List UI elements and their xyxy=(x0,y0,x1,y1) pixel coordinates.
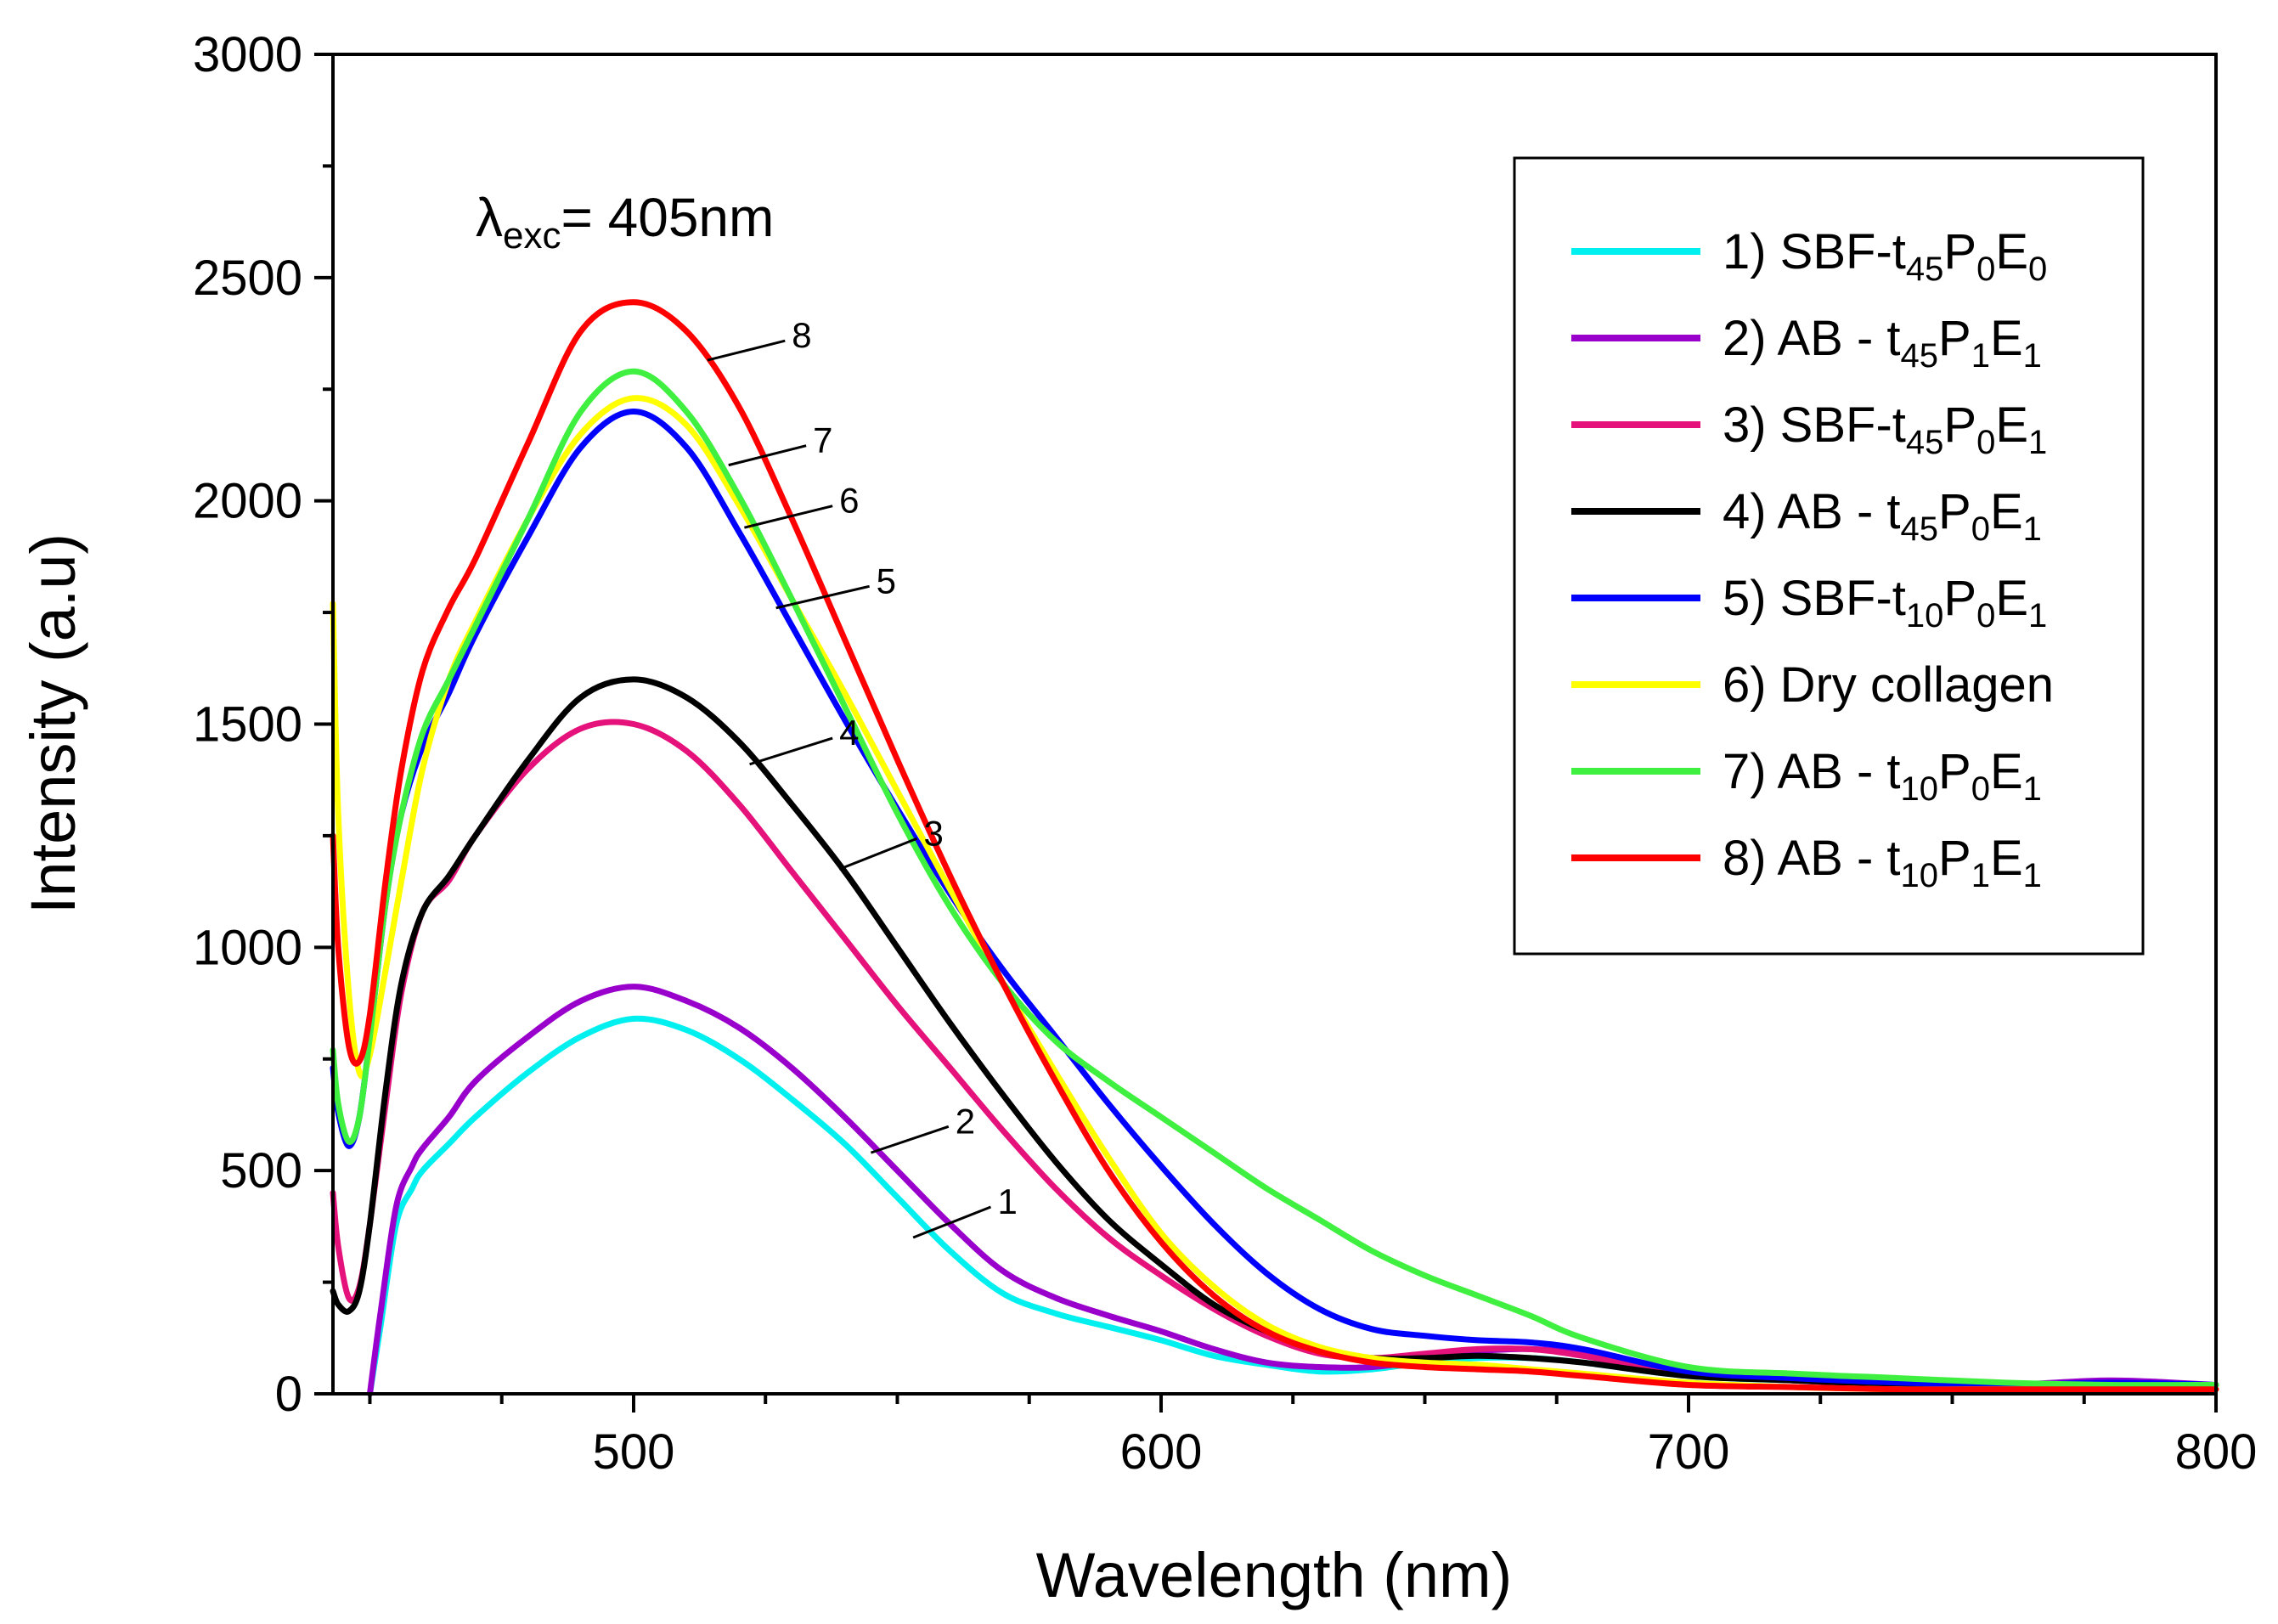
legend-label-5: 5) SBF-t10P0E1 xyxy=(1723,571,2047,634)
curves-layer xyxy=(330,299,2219,1397)
curve-label-5: 5 xyxy=(877,561,896,601)
y-tick-label-3000: 3000 xyxy=(193,27,302,82)
annotation-value: = 405nm xyxy=(561,187,774,248)
legend-items: 1) SBF-t45P0E0 2) AB - t45P1E1 3) SBF-t45P… xyxy=(1571,224,2054,894)
curve-label-1-leader xyxy=(912,1205,992,1239)
axis-ticks xyxy=(314,53,2218,1413)
legend-label-2: 2) AB - t45P1E1 xyxy=(1723,311,2042,375)
curve-label-6: 6 xyxy=(839,481,859,521)
curve-label-8-leader xyxy=(707,339,786,362)
excitation-annotation: λexc= 405nm xyxy=(476,187,774,257)
annotation-lambda: λ xyxy=(476,187,503,248)
curve-label-7-leader xyxy=(728,444,807,467)
series-8-line xyxy=(330,299,2219,1393)
curve-label-8: 8 xyxy=(792,315,811,355)
curve-label-4-leader xyxy=(749,736,833,766)
legend-label-8: 8) AB - t10P1E1 xyxy=(1723,831,2042,894)
y-tick-label-1500: 1500 xyxy=(193,697,302,753)
x-tick-label-700: 700 xyxy=(1648,1424,1730,1480)
axis-tick-labels: 0 500 1000 1500 2000 2500 3000 500 600 700 800 xyxy=(193,27,2257,1480)
y-tick-label-1000: 1000 xyxy=(193,920,302,975)
y-tick-label-2000: 2000 xyxy=(193,474,302,529)
legend-label-4: 4) AB - t45P0E1 xyxy=(1723,484,2042,548)
curve-label-1: 1 xyxy=(997,1181,1017,1221)
x-axis-title: Wavelength (nm) xyxy=(1036,1540,1513,1610)
y-tick-label-0: 0 xyxy=(275,1367,302,1422)
curve-label-2: 2 xyxy=(956,1101,975,1141)
legend-box xyxy=(1513,156,2145,956)
series-2-line xyxy=(367,984,2219,1397)
curve-label-5-leader xyxy=(775,584,870,610)
legend-label-3: 3) SBF-t45P0E1 xyxy=(1723,398,2047,461)
series-7-line xyxy=(330,368,2219,1389)
legend: 1) SBF-t45P0E0 2) AB - t45P1E1 3) SBF-t45P… xyxy=(1513,156,2145,956)
legend-label-1: 1) SBF-t45P0E0 xyxy=(1723,224,2047,288)
curve-label-4: 4 xyxy=(839,713,859,753)
curve-label-7: 7 xyxy=(813,420,832,460)
curve-label-3: 3 xyxy=(924,813,944,853)
curve-label-2-leader xyxy=(870,1125,950,1154)
curve-label-3-leader xyxy=(838,837,918,871)
curve-labels-layer: 12 3 4 567 8 xyxy=(707,315,1018,1239)
x-tick-label-600: 600 xyxy=(1120,1424,1203,1480)
legend-label-7: 7) AB - t10P0E1 xyxy=(1723,744,2042,808)
y-axis-title: Intensity (a.u) xyxy=(18,533,88,914)
series-4-line xyxy=(330,676,2219,1390)
curve-label-6-leader xyxy=(744,505,833,529)
y-tick-label-500: 500 xyxy=(220,1143,302,1198)
x-tick-label-500: 500 xyxy=(593,1424,675,1480)
annotation-subscript: exc xyxy=(503,215,561,257)
legend-label-6: 6) Dry collagen xyxy=(1723,657,2054,713)
x-tick-label-800: 800 xyxy=(2175,1424,2258,1480)
y-tick-label-2500: 2500 xyxy=(193,251,302,306)
